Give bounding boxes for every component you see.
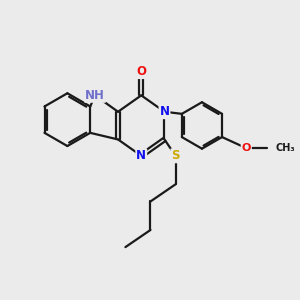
Text: N: N (136, 149, 146, 162)
Text: S: S (171, 149, 180, 162)
Text: NH: NH (85, 89, 105, 102)
Text: CH₃: CH₃ (276, 143, 296, 153)
Text: N: N (160, 105, 170, 118)
Text: O: O (136, 65, 146, 78)
Text: O: O (242, 143, 251, 153)
